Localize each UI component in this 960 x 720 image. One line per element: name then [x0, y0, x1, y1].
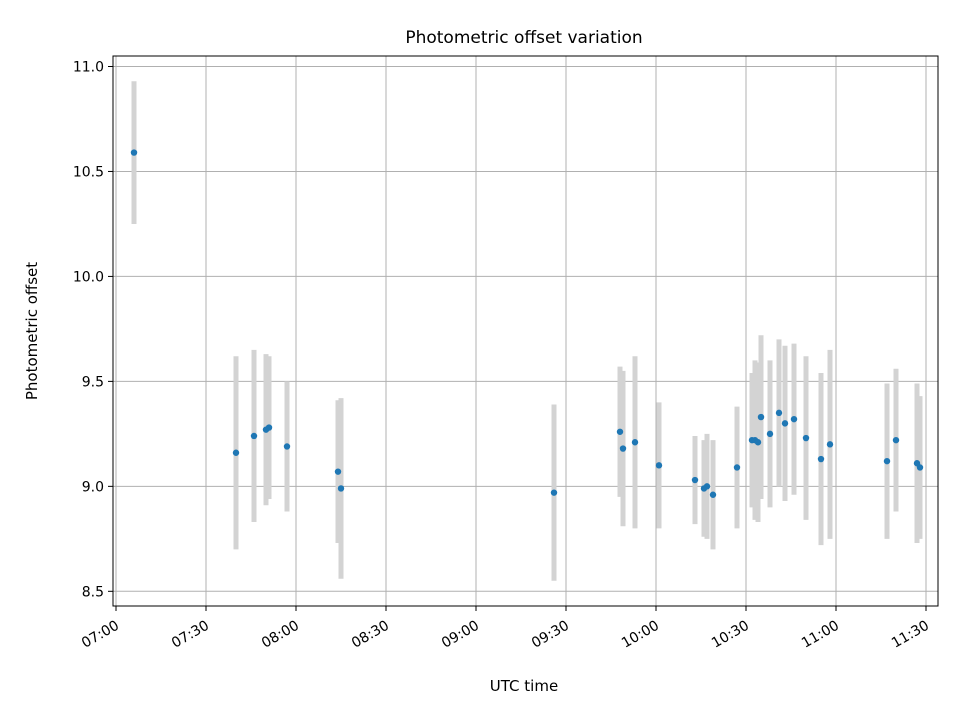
data-point: [631, 439, 639, 446]
x-tick-label: 07:00: [79, 618, 122, 652]
x-tick-label: 11:00: [799, 618, 842, 652]
data-point: [283, 443, 291, 450]
data-point: [790, 415, 798, 423]
data-point: [703, 483, 711, 490]
y-tick-label: 8.5: [82, 584, 104, 600]
grid: [113, 56, 938, 606]
data-point: [826, 441, 834, 448]
data-point: [754, 439, 762, 446]
x-tick-label: 10:00: [619, 618, 662, 652]
data-point: [619, 445, 627, 452]
error-bars: [131, 81, 923, 581]
data-point: [130, 149, 138, 156]
data-point: [550, 489, 558, 496]
data-point: [766, 430, 774, 438]
plot-frame: [112, 55, 939, 607]
data-point: [709, 491, 717, 498]
data-point: [802, 434, 810, 442]
y-tick-label: 9.5: [82, 374, 104, 390]
data-point: [817, 455, 825, 463]
y-axis-label: Photometric offset: [23, 262, 41, 400]
y-tick-label: 10.0: [73, 269, 104, 285]
x-tick-label: 11:30: [889, 618, 932, 652]
chart-title: Photometric offset variation: [405, 28, 642, 48]
x-tick-label: 09:30: [529, 618, 572, 652]
x-axis-label: UTC time: [490, 677, 558, 695]
y-axis: 8.5 9.0 9.5 10.0 10.5 11.0: [73, 59, 113, 600]
data-points: [130, 149, 924, 498]
data-point: [916, 464, 924, 471]
data-point: [775, 409, 783, 417]
data-point: [337, 485, 345, 492]
data-point: [616, 428, 624, 435]
x-tick-label: 09:00: [439, 618, 482, 652]
y-tick-label: 11.0: [73, 59, 104, 75]
x-tick-label: 08:00: [259, 618, 302, 652]
data-point: [733, 464, 741, 471]
data-point: [655, 462, 663, 469]
data-point: [757, 413, 765, 421]
data-point: [691, 476, 699, 484]
data-point: [883, 457, 891, 465]
y-tick-label: 9.0: [82, 479, 104, 495]
data-point: [232, 449, 240, 456]
x-tick-label: 07:30: [169, 618, 212, 652]
data-point: [334, 468, 342, 475]
data-point: [250, 432, 258, 440]
x-tick-label: 08:30: [349, 618, 392, 652]
data-point: [892, 436, 900, 444]
data-point: [265, 424, 273, 431]
x-axis: 07:00 07:30 08:00 08:30 09:00 09:30 10:00 10:30…: [79, 606, 932, 652]
data-point: [781, 420, 789, 427]
y-tick-label: 10.5: [73, 164, 104, 180]
x-tick-label: 10:30: [709, 618, 752, 652]
